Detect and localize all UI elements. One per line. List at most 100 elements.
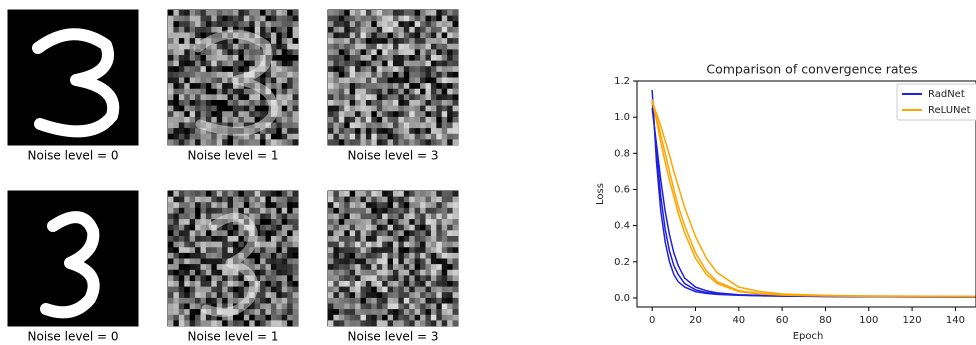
noise-pixel xyxy=(398,139,404,145)
noise-pixel xyxy=(339,275,345,281)
noise-pixel xyxy=(222,61,228,67)
noise-pixel xyxy=(287,55,293,61)
noise-pixel xyxy=(222,72,228,78)
noise-pixel xyxy=(287,247,293,253)
noise-pixel xyxy=(415,253,421,259)
noise-pixel xyxy=(333,123,339,129)
noise-pixel xyxy=(404,225,410,231)
noise-pixel xyxy=(211,117,217,123)
noise-pixel xyxy=(255,100,261,106)
noise-pixel xyxy=(366,304,372,310)
noise-pixel xyxy=(173,33,179,39)
noise-pixel xyxy=(420,78,426,84)
noise-pixel xyxy=(328,247,334,253)
noise-pixel xyxy=(184,10,190,16)
noise-pixel xyxy=(328,21,334,27)
noise-pixel xyxy=(244,100,250,106)
noise-pixel xyxy=(190,106,196,112)
noise-pixel xyxy=(255,111,261,117)
noise-pixel xyxy=(393,117,399,123)
noise-pixel xyxy=(293,123,299,129)
noise-pixel xyxy=(328,16,334,22)
noise-pixel xyxy=(393,111,399,117)
noise-pixel xyxy=(287,27,293,33)
noise-pixel xyxy=(382,253,388,259)
noise-pixel xyxy=(260,10,266,16)
noise-pixel xyxy=(404,247,410,253)
noise-pixel xyxy=(228,44,234,50)
noise-pixel xyxy=(361,106,367,112)
noise-pixel xyxy=(276,16,282,22)
noise-pixel xyxy=(195,33,201,39)
noise-pixel xyxy=(287,117,293,123)
noise-pixel xyxy=(238,117,244,123)
noise-pixel xyxy=(388,191,394,197)
noise-pixel xyxy=(453,287,459,293)
noise-pixel xyxy=(249,49,255,55)
noise-pixel xyxy=(333,236,339,242)
noise-pixel xyxy=(328,94,334,100)
noise-pixel xyxy=(211,21,217,27)
noise-pixel xyxy=(190,320,196,326)
noise-pixel xyxy=(366,259,372,265)
noise-pixel xyxy=(344,202,350,208)
noise-pixel xyxy=(344,33,350,39)
noise-pixel xyxy=(371,89,377,95)
noise-pixel xyxy=(206,191,212,197)
noise-pixel xyxy=(255,304,261,310)
noise-pixel xyxy=(339,320,345,326)
noise-pixel xyxy=(436,197,442,203)
noise-pixel xyxy=(409,123,415,129)
noise-pixel xyxy=(355,202,361,208)
noise-pixel xyxy=(350,208,356,214)
noise-pixel xyxy=(371,61,377,67)
noise-pixel xyxy=(293,106,299,112)
noise-pixel xyxy=(328,264,334,270)
noise-pixel xyxy=(333,214,339,220)
noise-pixel xyxy=(436,247,442,253)
noise-pixel xyxy=(217,16,223,22)
noise-pixel xyxy=(366,197,372,203)
noise-pixel xyxy=(420,134,426,140)
noise-pixel xyxy=(260,247,266,253)
noise-pixel xyxy=(168,117,174,123)
noise-pixel xyxy=(409,247,415,253)
noise-pixel xyxy=(350,117,356,123)
noise-pixel xyxy=(431,111,437,117)
noise-pixel xyxy=(168,281,174,287)
noise-pixel xyxy=(355,264,361,270)
noise-pixel xyxy=(426,117,432,123)
noise-pixel xyxy=(211,72,217,78)
noise-pixel xyxy=(355,242,361,248)
noise-pixel xyxy=(333,270,339,276)
noise-pixel xyxy=(339,247,345,253)
noise-pixel xyxy=(447,66,453,72)
noise-pixel xyxy=(217,49,223,55)
x-tick-label: 120 xyxy=(903,315,922,326)
image-panel xyxy=(8,191,138,326)
noise-pixel xyxy=(211,259,217,265)
noise-pixel xyxy=(366,281,372,287)
noise-pixel xyxy=(190,298,196,304)
noise-pixel xyxy=(179,247,185,253)
noise-pixel xyxy=(377,202,383,208)
noise-pixel xyxy=(361,298,367,304)
noise-pixel xyxy=(377,21,383,27)
x-tick-label: 100 xyxy=(859,315,878,326)
noise-pixel xyxy=(328,111,334,117)
noise-pixel xyxy=(228,66,234,72)
noise-pixel xyxy=(238,320,244,326)
noise-pixel xyxy=(228,61,234,67)
noise-pixel xyxy=(382,117,388,123)
noise-pixel xyxy=(201,100,207,106)
noise-pixel xyxy=(266,287,272,293)
noise-pixel xyxy=(382,21,388,27)
noise-pixel xyxy=(190,128,196,134)
noise-pixel xyxy=(271,61,277,67)
noise-pixel xyxy=(184,264,190,270)
noise-pixel xyxy=(179,123,185,129)
noise-pixel xyxy=(388,33,394,39)
image-caption: Noise level = 1 xyxy=(188,149,279,163)
noise-pixel xyxy=(255,10,261,16)
noise-pixel xyxy=(333,275,339,281)
